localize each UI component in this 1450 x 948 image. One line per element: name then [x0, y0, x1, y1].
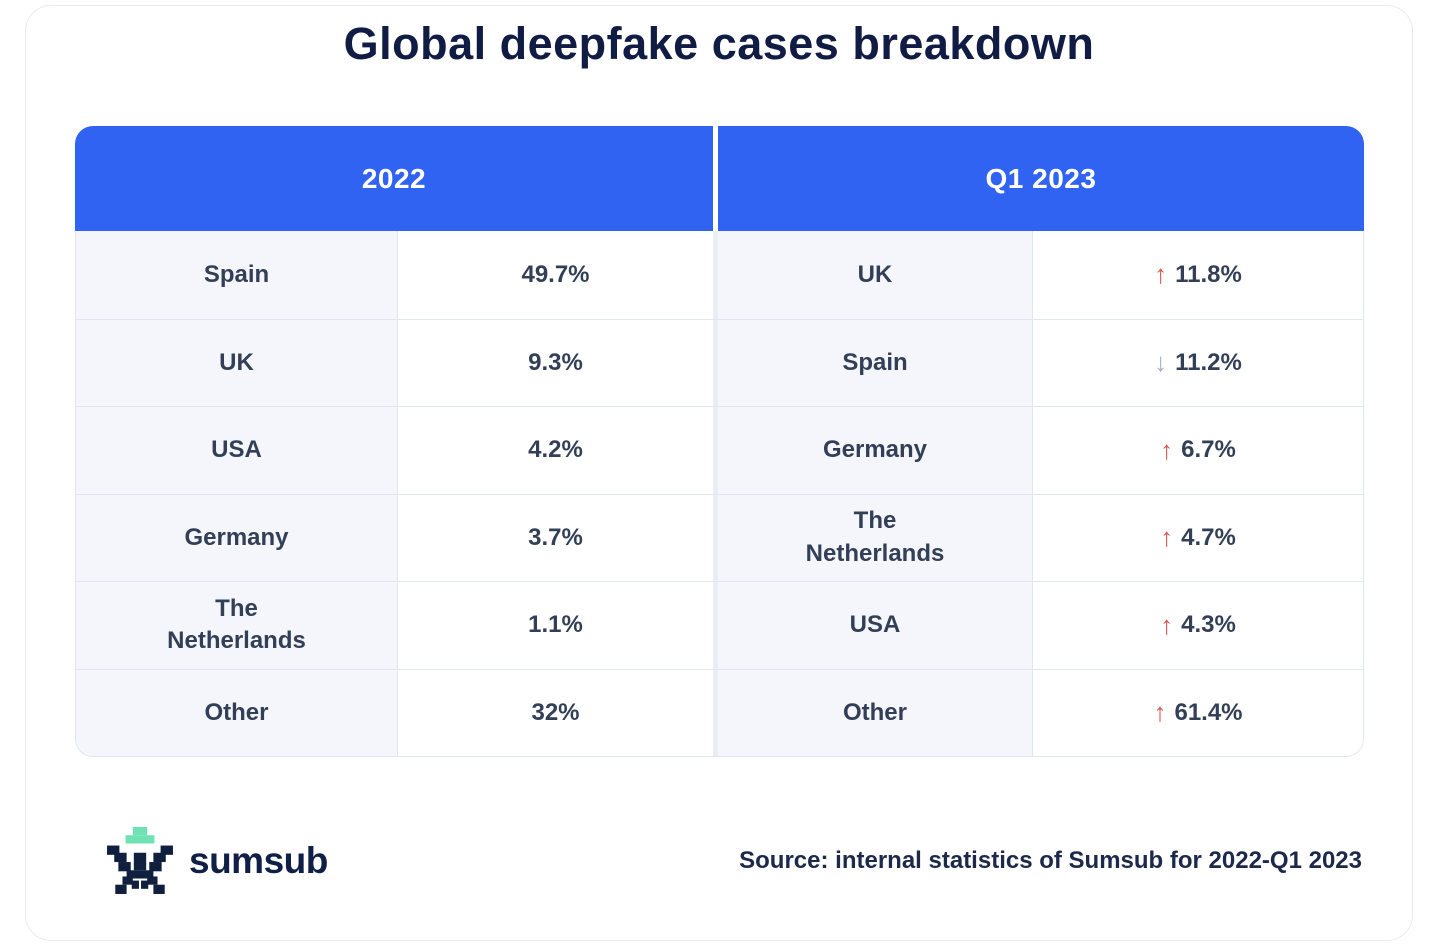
header-divider	[713, 126, 718, 231]
country-label: USA	[849, 611, 901, 639]
country-cell-q1-2023: UK	[718, 231, 1033, 319]
country-cell-q1-2023: USA	[718, 581, 1033, 669]
country-label: USA	[211, 436, 262, 464]
value-label: 49.7%	[521, 260, 590, 288]
value-label: 61.4%	[1174, 698, 1243, 726]
country-cell-2022: The Netherlands	[76, 581, 398, 669]
column-header-2022: 2022	[75, 126, 713, 231]
value-label: 4.2%	[528, 436, 583, 464]
country-cell-2022: USA	[76, 406, 398, 494]
sumsub-logo: sumsub	[107, 826, 328, 895]
country-cell-q1-2023: Other	[718, 668, 1033, 756]
down-arrow-icon: ↓	[1154, 347, 1168, 378]
country-label: The Netherlands	[167, 594, 306, 655]
value-cell-q1-2023: ↑ 61.4%	[1033, 668, 1363, 756]
country-cell-2022: Other	[76, 668, 398, 756]
table-row: Spain 49.7% UK ↑ 11.8%	[76, 231, 1363, 319]
value-cell-2022: 9.3%	[398, 318, 713, 406]
value-cell-q1-2023: ↑ 4.7%	[1033, 493, 1363, 581]
column-divider	[713, 668, 718, 756]
sumsub-wordmark: sumsub	[189, 839, 328, 881]
table-header-row: 2022 Q1 2023	[75, 126, 1364, 231]
column-divider	[713, 493, 718, 581]
value-label: 11.2%	[1175, 348, 1242, 376]
table-row: USA 4.2% Germany ↑ 6.7%	[76, 406, 1363, 494]
country-cell-2022: Spain	[76, 231, 398, 319]
value-label: 11.8%	[1175, 260, 1242, 288]
up-arrow-icon: ↑	[1160, 609, 1174, 640]
table-row: Germany 3.7% The Netherlands ↑ 4.7%	[76, 493, 1363, 581]
country-cell-q1-2023: The Netherlands	[718, 493, 1033, 581]
country-label: Germany	[822, 436, 928, 464]
value-cell-2022: 32%	[398, 668, 713, 756]
value-cell-2022: 1.1%	[398, 581, 713, 669]
country-label: Germany	[184, 523, 289, 551]
up-arrow-icon: ↑	[1154, 259, 1168, 290]
column-divider	[713, 231, 718, 319]
up-arrow-icon: ↑	[1153, 697, 1167, 728]
country-label: UK	[857, 260, 893, 288]
table-row: The Netherlands 1.1% USA ↑ 4.3%	[76, 581, 1363, 669]
up-arrow-icon: ↑	[1160, 434, 1174, 465]
value-cell-2022: 3.7%	[398, 493, 713, 581]
deepfake-breakdown-table: 2022 Q1 2023 Spain 49.7% UK ↑ 11.8% UK 9.3% Spa…	[75, 126, 1364, 757]
sumsub-mascot-icon	[107, 826, 173, 894]
value-cell-q1-2023: ↑ 11.8%	[1033, 231, 1363, 319]
column-divider	[713, 318, 718, 406]
country-cell-2022: UK	[76, 318, 398, 406]
value-cell-q1-2023: ↑ 6.7%	[1033, 406, 1363, 494]
value-label: 9.3%	[528, 348, 583, 376]
value-label: 3.7%	[528, 523, 583, 551]
country-cell-q1-2023: Spain	[718, 318, 1033, 406]
column-divider	[713, 406, 718, 494]
value-label: 4.7%	[1181, 523, 1236, 551]
country-label: Spain	[203, 260, 270, 288]
country-label: Other	[204, 698, 269, 726]
column-header-q1-2023: Q1 2023	[718, 126, 1364, 231]
country-label: Spain	[842, 348, 908, 376]
country-cell-q1-2023: Germany	[718, 406, 1033, 494]
value-label: 32%	[531, 698, 580, 726]
table-row: UK 9.3% Spain ↓ 11.2%	[76, 318, 1363, 406]
country-label: Other	[842, 698, 907, 726]
country-label: The Netherlands	[805, 507, 945, 567]
table-body: Spain 49.7% UK ↑ 11.8% UK 9.3% Spain ↓ 11.2% USA 4.…	[75, 231, 1364, 757]
value-cell-2022: 4.2%	[398, 406, 713, 494]
footer: sumsub Source: internal statistics of Su…	[75, 808, 1362, 913]
value-cell-q1-2023: ↓ 11.2%	[1033, 318, 1363, 406]
value-cell-2022: 49.7%	[398, 231, 713, 319]
value-cell-q1-2023: ↑ 4.3%	[1033, 581, 1363, 669]
infographic-card: Global deepfake cases breakdown 2022 Q1 …	[25, 5, 1413, 941]
source-note: Source: internal statistics of Sumsub fo…	[739, 846, 1362, 874]
value-label: 4.3%	[1181, 611, 1236, 639]
country-cell-2022: Germany	[76, 493, 398, 581]
up-arrow-icon: ↑	[1160, 522, 1174, 553]
table-row: Other 32% Other ↑ 61.4%	[76, 668, 1363, 756]
value-label: 1.1%	[528, 611, 583, 639]
country-label: UK	[219, 348, 254, 376]
value-label: 6.7%	[1181, 436, 1236, 464]
column-divider	[713, 581, 718, 669]
page-title: Global deepfake cases breakdown	[343, 18, 1095, 69]
